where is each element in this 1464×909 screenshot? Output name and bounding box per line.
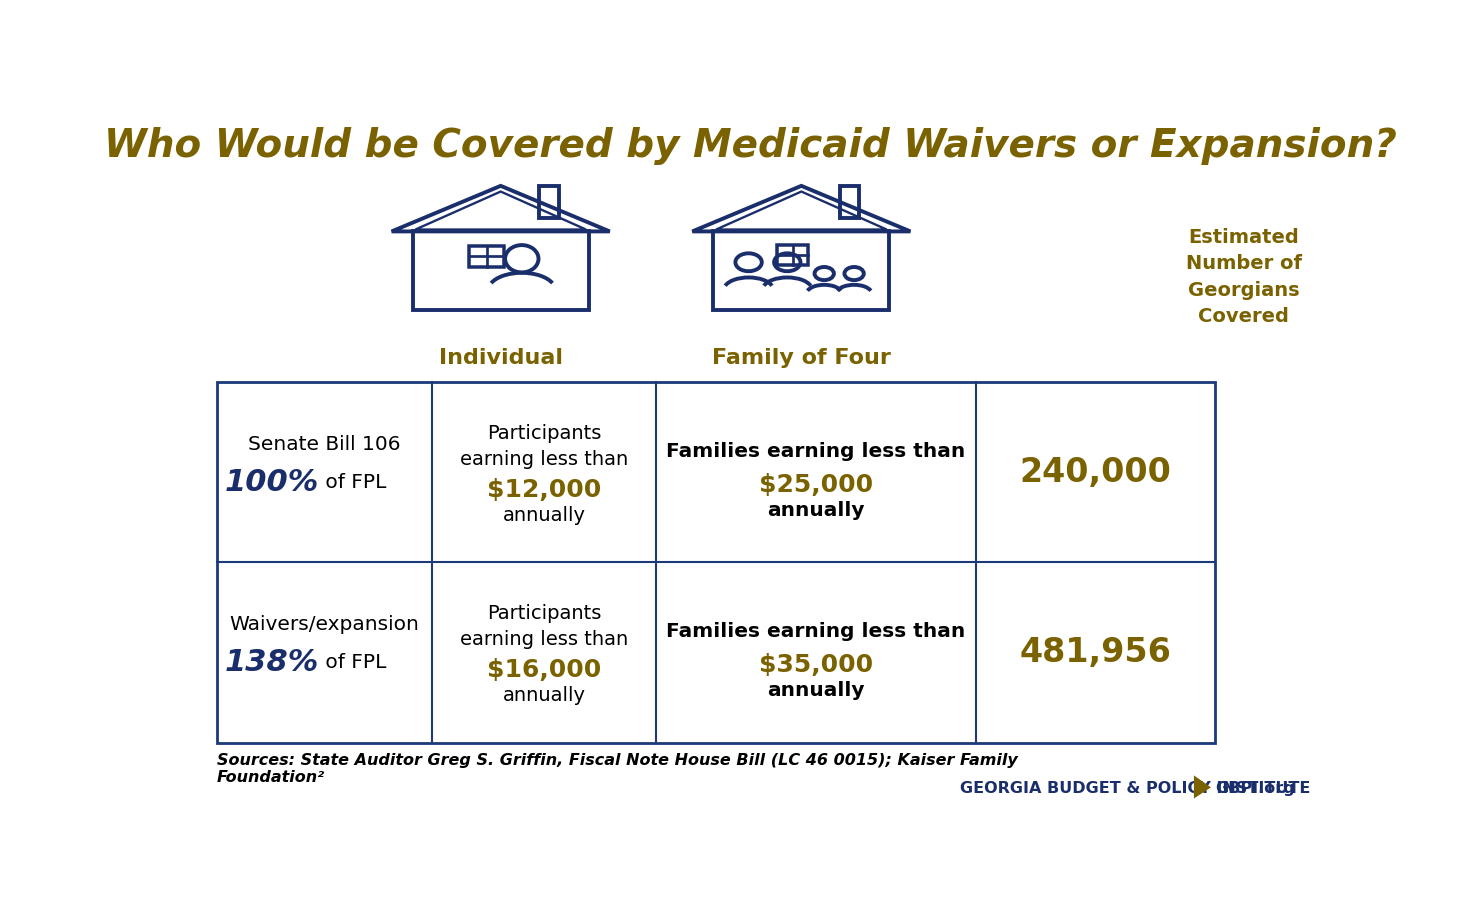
Text: GBPI.org: GBPI.org (1215, 781, 1296, 795)
Text: $12,000: $12,000 (488, 477, 602, 502)
Text: Family of Four: Family of Four (712, 347, 890, 367)
Text: Sources: State Auditor Greg S. Griffin, Fiscal Note House Bill (LC 46 0015); Kai: Sources: State Auditor Greg S. Griffin, … (217, 753, 1017, 785)
Text: Participants: Participants (488, 604, 602, 624)
Text: annually: annually (502, 506, 586, 525)
Text: $16,000: $16,000 (488, 658, 602, 682)
Text: Participants: Participants (488, 425, 602, 444)
Text: Senate Bill 106: Senate Bill 106 (247, 435, 401, 454)
Polygon shape (1195, 775, 1211, 798)
Text: Who Would be Covered by Medicaid Waivers or Expansion?: Who Would be Covered by Medicaid Waivers… (104, 126, 1397, 165)
Text: 100%: 100% (224, 468, 319, 497)
Text: of FPL: of FPL (319, 474, 386, 492)
Text: $25,000: $25,000 (758, 473, 873, 496)
Text: earning less than: earning less than (460, 630, 628, 649)
Text: Individual: Individual (439, 347, 562, 367)
Text: Families earning less than: Families earning less than (666, 442, 966, 461)
Text: $35,000: $35,000 (758, 653, 873, 677)
Text: Waivers/expansion: Waivers/expansion (230, 614, 419, 634)
Text: Estimated
Number of
Georgians
Covered: Estimated Number of Georgians Covered (1186, 228, 1301, 326)
Text: of FPL: of FPL (319, 654, 386, 673)
Text: 138%: 138% (224, 648, 319, 677)
Text: Families earning less than: Families earning less than (666, 622, 966, 641)
Text: GEORGIA BUDGET & POLICY INSTITUTE: GEORGIA BUDGET & POLICY INSTITUTE (960, 781, 1310, 795)
Text: 240,000: 240,000 (1020, 455, 1171, 489)
Text: annually: annually (502, 686, 586, 705)
Text: earning less than: earning less than (460, 450, 628, 469)
Text: annually: annually (767, 682, 865, 701)
Text: 481,956: 481,956 (1020, 636, 1171, 669)
Text: annually: annually (767, 501, 865, 520)
